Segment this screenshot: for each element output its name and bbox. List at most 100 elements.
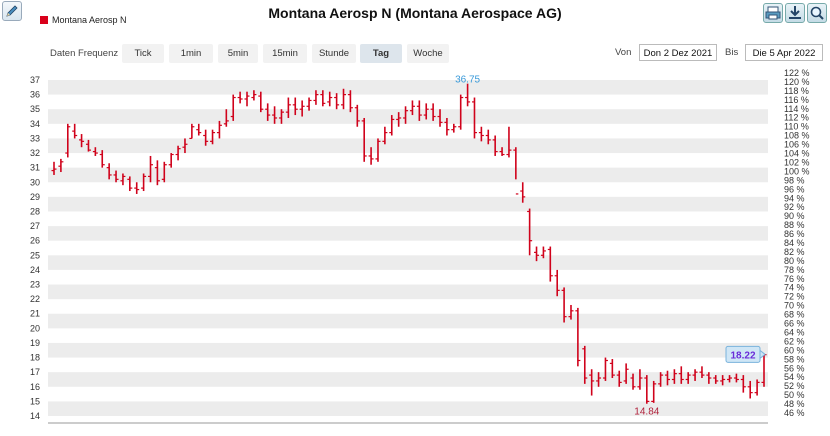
ohlc-bar bbox=[499, 147, 505, 156]
from-label: Von bbox=[615, 47, 632, 58]
print-icon[interactable] bbox=[763, 3, 783, 23]
ohlc-bar bbox=[754, 379, 760, 396]
ohlc-bar bbox=[223, 109, 229, 127]
low-value-label: 14.84 bbox=[634, 407, 659, 418]
right-tick-label: 48 % bbox=[784, 399, 805, 409]
y-tick-label: 20 bbox=[30, 323, 40, 333]
right-tick-label: 106 % bbox=[784, 140, 810, 150]
y-tick-label: 17 bbox=[30, 367, 40, 377]
ohlc-bar bbox=[568, 304, 574, 320]
y-tick-label: 35 bbox=[30, 104, 40, 114]
data-frequency-label: Daten Frequenz bbox=[50, 48, 119, 59]
ohlc-bar bbox=[692, 369, 698, 381]
ohlc-bar bbox=[327, 91, 333, 107]
ohlc-bar bbox=[685, 372, 691, 384]
ohlc-bar bbox=[513, 147, 519, 195]
right-tick-label: 108 % bbox=[784, 131, 810, 141]
right-tick-label: 72 % bbox=[784, 292, 805, 302]
grid-band bbox=[48, 226, 768, 241]
right-tick-label: 86 % bbox=[784, 229, 805, 239]
ohlc-bar bbox=[582, 345, 588, 384]
y-tick-label: 21 bbox=[30, 309, 40, 319]
ohlc-bar bbox=[423, 103, 429, 120]
grid-band bbox=[48, 401, 768, 416]
right-tick-label: 80 % bbox=[784, 256, 805, 266]
grid-band bbox=[48, 284, 768, 300]
ohlc-bar bbox=[134, 182, 140, 194]
legend-swatch bbox=[40, 16, 48, 24]
ohlc-bar bbox=[409, 100, 415, 116]
ohlc-bar bbox=[313, 90, 319, 105]
ohlc-bar bbox=[148, 155, 154, 183]
freq-button-stunde[interactable]: Stunde bbox=[312, 44, 356, 63]
ohlc-bar bbox=[265, 103, 271, 121]
freq-button-tick[interactable]: Tick bbox=[122, 44, 164, 63]
y-tick-label: 27 bbox=[30, 221, 40, 231]
ohlc-bar bbox=[292, 97, 298, 116]
y-tick-label: 25 bbox=[30, 250, 40, 260]
ohlc-bar bbox=[230, 94, 236, 121]
legend-label: Montana Aerosp N bbox=[52, 15, 127, 25]
ohlc-bar bbox=[306, 97, 312, 111]
freq-button-tag[interactable]: Tag bbox=[360, 44, 402, 63]
ohlc-bar bbox=[72, 123, 78, 139]
ohlc-bar bbox=[127, 176, 133, 192]
pencil-icon[interactable] bbox=[2, 1, 22, 21]
ohlc-bar bbox=[575, 307, 581, 367]
freq-button-1min[interactable]: 1min bbox=[169, 44, 213, 63]
ohlc-bar bbox=[216, 120, 222, 139]
last-price-label: 18.22 bbox=[730, 350, 755, 361]
y-tick-label: 31 bbox=[30, 163, 40, 173]
ohlc-bar bbox=[120, 173, 126, 186]
ohlc-bar bbox=[258, 91, 264, 113]
freq-button-woche[interactable]: Woche bbox=[407, 44, 449, 63]
y-tick-label: 29 bbox=[30, 192, 40, 202]
ohlc-bar bbox=[451, 123, 457, 133]
last-price-pointer bbox=[759, 349, 766, 360]
grid-band bbox=[48, 167, 768, 183]
ohlc-bar bbox=[623, 363, 629, 384]
ohlc-bar bbox=[609, 359, 615, 379]
to-label: Bis bbox=[725, 47, 739, 58]
ohlc-bar bbox=[671, 369, 677, 384]
right-tick-label: 78 % bbox=[784, 265, 805, 275]
grid-band bbox=[48, 372, 768, 387]
y-tick-label: 26 bbox=[30, 236, 40, 246]
freq-button-15min[interactable]: 15min bbox=[263, 44, 307, 63]
ohlc-bar bbox=[106, 163, 112, 180]
to-date-field[interactable]: Die 5 Apr 2022 bbox=[745, 44, 823, 61]
ohlc-bar bbox=[740, 375, 746, 393]
right-tick-label: 52 % bbox=[784, 381, 805, 391]
ohlc-bar bbox=[278, 109, 284, 124]
ohlc-bar bbox=[285, 97, 291, 118]
ohlc-bar bbox=[727, 375, 733, 383]
ohlc-bar bbox=[396, 112, 402, 127]
grid-band bbox=[48, 255, 768, 270]
freq-button-5min[interactable]: 5min bbox=[218, 44, 258, 63]
right-tick-label: 102 % bbox=[784, 157, 810, 167]
ohlc-bar bbox=[237, 91, 243, 104]
ohlc-bar bbox=[416, 100, 422, 121]
y-tick-label: 22 bbox=[30, 294, 40, 304]
ohlc-bar bbox=[644, 375, 650, 404]
ohlc-bar bbox=[720, 375, 726, 386]
right-tick-label: 76 % bbox=[784, 274, 805, 284]
right-tick-label: 88 % bbox=[784, 220, 805, 230]
from-date-field[interactable]: Don 2 Dez 2021 bbox=[639, 44, 717, 61]
download-icon[interactable] bbox=[785, 3, 805, 23]
ohlc-bar bbox=[713, 375, 719, 384]
ohlc-bar bbox=[637, 369, 643, 390]
right-tick-label: 98 % bbox=[784, 175, 805, 185]
y-tick-label: 19 bbox=[30, 338, 40, 348]
y-tick-label: 37 bbox=[30, 75, 40, 85]
ohlc-bar bbox=[299, 100, 305, 117]
ohlc-bar bbox=[664, 370, 670, 386]
right-tick-label: 56 % bbox=[784, 363, 805, 373]
ohlc-bar bbox=[347, 90, 353, 113]
right-tick-label: 122 % bbox=[784, 68, 810, 78]
zoom-icon[interactable] bbox=[807, 3, 827, 23]
right-tick-label: 104 % bbox=[784, 149, 810, 159]
ohlc-bar bbox=[630, 373, 636, 390]
ohlc-bar bbox=[368, 147, 374, 165]
ohlc-bar bbox=[382, 126, 388, 145]
